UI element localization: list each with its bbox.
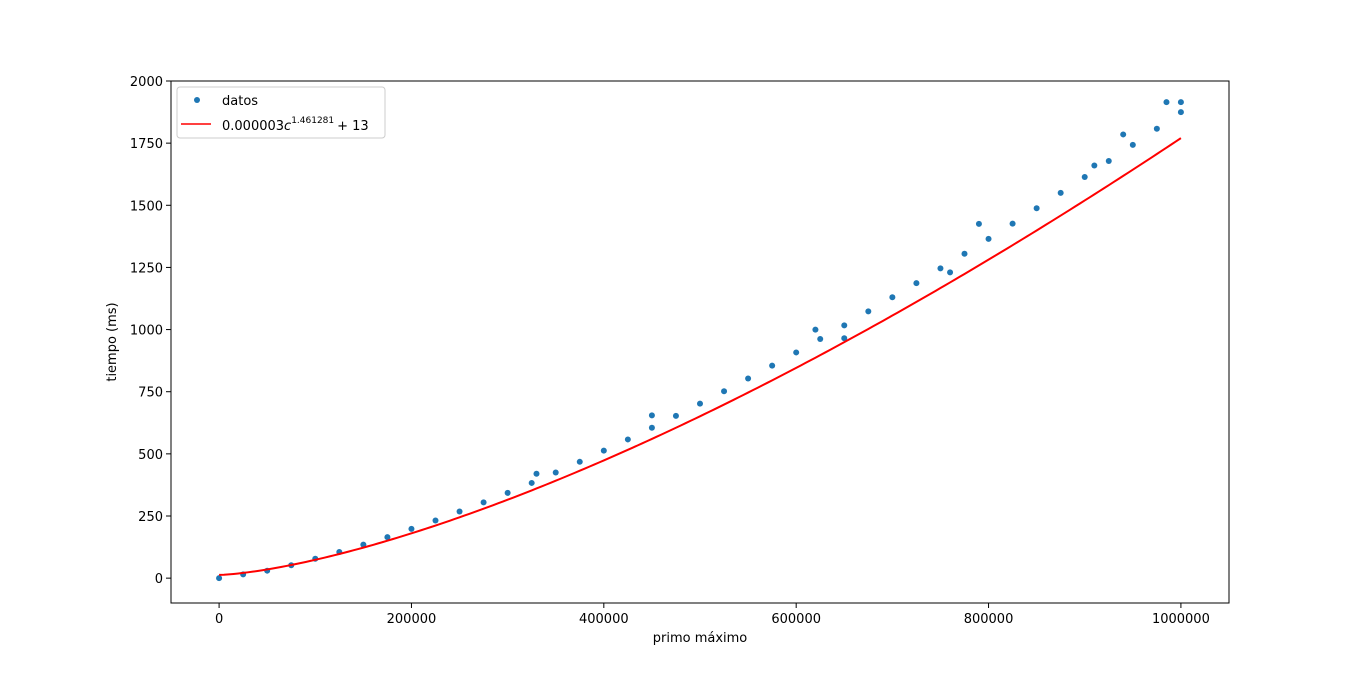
y-tick-label: 2000 — [130, 75, 163, 90]
legend-label-fit-base: 0.000003 — [222, 119, 284, 134]
data-point — [937, 265, 944, 272]
data-point — [985, 235, 992, 242]
data-point — [745, 375, 752, 382]
legend-label-fit-exp: 1.461281 — [291, 116, 334, 126]
data-point — [648, 412, 655, 419]
x-tick-label: 800000 — [964, 612, 1014, 627]
legend-label-fit-line: 0.000003c1.461281 + 13 — [222, 116, 369, 134]
data-point — [480, 499, 487, 506]
fit-line-layer — [219, 137, 1182, 576]
data-point — [947, 269, 954, 276]
y-tick-label: 250 — [138, 510, 163, 525]
data-point — [1177, 99, 1184, 106]
data-point — [432, 517, 439, 524]
data-point — [1120, 131, 1127, 138]
data-point — [1081, 173, 1088, 180]
data-point — [769, 362, 776, 369]
y-axis-title: tiempo (ms) — [105, 302, 120, 381]
data-point — [528, 479, 535, 486]
x-axis-ticks: 0 200000 400000 600000 800000 1000000 — [215, 603, 1210, 627]
data-point — [1105, 158, 1112, 165]
data-point — [408, 525, 415, 532]
data-point — [384, 534, 391, 541]
data-point — [721, 388, 728, 395]
x-tick-label: 600000 — [771, 612, 821, 627]
data-point — [1177, 109, 1184, 116]
data-point — [865, 308, 872, 315]
data-point — [600, 447, 607, 454]
data-point — [697, 400, 703, 407]
y-tick-label: 1750 — [130, 137, 163, 152]
y-tick-label: 750 — [138, 386, 163, 401]
data-point — [1091, 162, 1098, 169]
data-point — [961, 250, 968, 257]
data-point — [812, 326, 819, 333]
data-point — [504, 489, 511, 496]
data-point — [817, 336, 824, 343]
legend-label-fit-tail: + 13 — [337, 119, 369, 134]
data-point — [889, 294, 896, 301]
x-axis-title: primo máximo — [653, 631, 748, 646]
y-axis-ticks: 0 250 500 750 1000 1250 1500 1750 2000 — [130, 75, 171, 587]
x-tick-label: 400000 — [579, 612, 629, 627]
legend-label-datos: datos — [222, 94, 258, 109]
x-tick-label: 200000 — [387, 612, 437, 627]
y-tick-label: 1250 — [130, 261, 163, 276]
y-tick-label: 1000 — [130, 324, 163, 339]
legend-label-fit-var: c — [284, 119, 291, 134]
data-point — [841, 322, 848, 329]
data-point — [841, 335, 848, 342]
data-point — [1057, 189, 1064, 196]
plot-area — [171, 81, 1229, 603]
legend: datos 0.000003c1.461281 + 13 — [176, 86, 386, 139]
x-tick-label: 0 — [215, 612, 223, 627]
data-point — [216, 575, 223, 582]
data-point — [1153, 125, 1160, 132]
legend-marker-datos — [194, 97, 200, 103]
data-point — [624, 436, 631, 443]
data-point — [456, 508, 463, 515]
x-tick-label: 1000000 — [1152, 612, 1210, 627]
data-point — [576, 458, 583, 465]
data-point — [1129, 141, 1136, 148]
data-point — [533, 470, 540, 477]
data-point — [1163, 99, 1170, 106]
legend-box — [176, 86, 386, 139]
data-point — [1033, 205, 1040, 212]
data-point — [552, 469, 559, 476]
data-point — [913, 280, 920, 287]
data-point — [975, 220, 982, 227]
y-tick-label: 0 — [155, 572, 163, 587]
plot-frame — [170, 80, 1230, 604]
fit-line — [219, 137, 1182, 576]
y-tick-label: 500 — [138, 448, 163, 463]
data-point — [360, 541, 367, 548]
data-point — [1009, 220, 1016, 227]
data-point — [793, 349, 800, 356]
data-point — [672, 412, 679, 419]
y-tick-label: 1500 — [130, 199, 163, 214]
data-point — [648, 424, 655, 431]
